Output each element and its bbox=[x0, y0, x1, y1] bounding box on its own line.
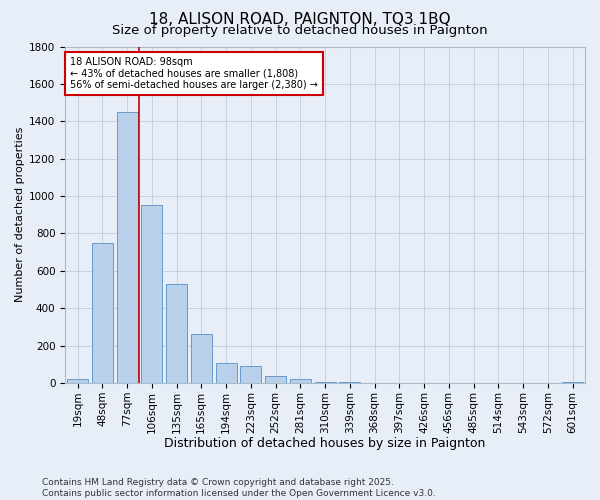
Bar bbox=[562, 382, 583, 383]
Bar bbox=[340, 382, 361, 383]
Bar bbox=[116, 112, 137, 383]
Bar bbox=[240, 366, 262, 383]
Text: 18 ALISON ROAD: 98sqm
← 43% of detached houses are smaller (1,808)
56% of semi-d: 18 ALISON ROAD: 98sqm ← 43% of detached … bbox=[70, 56, 318, 90]
X-axis label: Distribution of detached houses by size in Paignton: Distribution of detached houses by size … bbox=[164, 437, 486, 450]
Bar bbox=[92, 243, 113, 383]
Bar bbox=[166, 284, 187, 383]
Text: Contains HM Land Registry data © Crown copyright and database right 2025.
Contai: Contains HM Land Registry data © Crown c… bbox=[42, 478, 436, 498]
Text: Size of property relative to detached houses in Paignton: Size of property relative to detached ho… bbox=[112, 24, 488, 37]
Bar bbox=[215, 364, 236, 383]
Text: 18, ALISON ROAD, PAIGNTON, TQ3 1BQ: 18, ALISON ROAD, PAIGNTON, TQ3 1BQ bbox=[149, 12, 451, 28]
Bar bbox=[290, 380, 311, 383]
Bar bbox=[67, 380, 88, 383]
Y-axis label: Number of detached properties: Number of detached properties bbox=[15, 127, 25, 302]
Bar bbox=[191, 334, 212, 383]
Bar bbox=[314, 382, 335, 383]
Bar bbox=[141, 206, 163, 383]
Bar bbox=[265, 376, 286, 383]
